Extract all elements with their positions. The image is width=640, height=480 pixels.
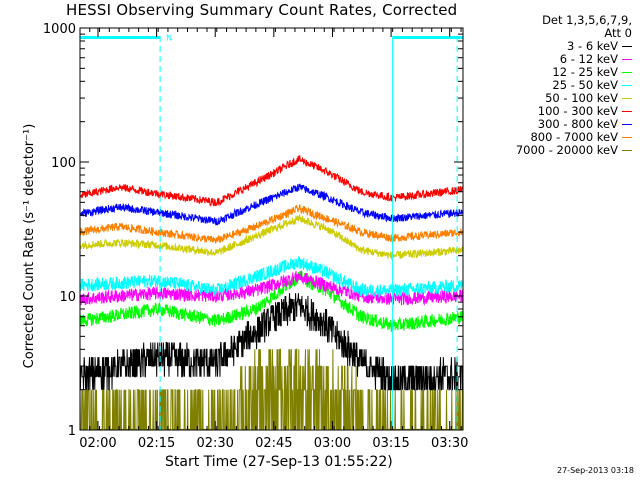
legend-entry: 7000 - 20000 keV — [516, 144, 632, 157]
series-line-8 — [79, 348, 464, 430]
legend-swatch — [622, 46, 632, 47]
legend-swatch — [622, 59, 632, 60]
footer-timestamp: 27-Sep-2013 03:18 — [557, 466, 634, 475]
legend-entry: 25 - 50 keV — [516, 79, 632, 92]
plot-frame — [79, 27, 464, 431]
legend-entry: 50 - 100 keV — [516, 92, 632, 105]
legend-label: 12 - 25 keV — [552, 65, 618, 79]
y-tick-label: 10 — [59, 290, 76, 305]
legend-label: 300 - 800 keV — [537, 117, 618, 131]
legend-entry: 3 - 6 keV — [516, 40, 632, 53]
legend-entry: 100 - 300 keV — [516, 105, 632, 118]
axes: 1 10 100 1000 02:00 02:15 02:30 02:45 03:00 03:15… — [43, 22, 469, 451]
x-tick-label: 02:00 — [79, 436, 116, 451]
vertical-markers — [159, 36, 458, 430]
data-traces — [79, 155, 464, 430]
series-line-6 — [79, 183, 464, 226]
legend-swatch — [622, 111, 632, 112]
x-tick-label: 02:30 — [196, 436, 233, 451]
series-line-4 — [79, 214, 464, 260]
legend-swatch — [622, 150, 632, 151]
legend-label: 800 - 7000 keV — [530, 130, 618, 144]
legend-swatch — [622, 98, 632, 99]
chart-title: HESSI Observing Summary Count Rates, Cor… — [66, 1, 458, 19]
legend-header-detectors: Det 1,3,5,6,7,9, — [542, 13, 632, 27]
series-line-1 — [79, 270, 464, 306]
legend-entry: 12 - 25 keV — [516, 66, 632, 79]
y-tick-label: 1 — [68, 424, 76, 439]
legend-entry: 6 - 12 keV — [516, 53, 632, 66]
legend: Det 1,3,5,6,7,9, Att 0 3 - 6 keV 6 - 12 k… — [516, 14, 632, 157]
legend-swatch — [622, 85, 632, 86]
series-line-7 — [79, 203, 464, 244]
flag-bars: N — [80, 33, 463, 42]
legend-swatch — [622, 72, 632, 73]
legend-entry: 300 - 800 keV — [516, 118, 632, 131]
series-line-2 — [79, 270, 464, 332]
legend-label: 3 - 6 keV — [567, 39, 618, 53]
x-tick-label: 02:15 — [138, 436, 175, 451]
series-line-5 — [79, 155, 464, 208]
y-tick-label: 100 — [51, 156, 76, 171]
y-tick-label: 1000 — [43, 22, 76, 37]
legend-label: 50 - 100 keV — [545, 91, 618, 105]
legend-label: 100 - 300 keV — [537, 104, 618, 118]
legend-swatch — [622, 124, 632, 125]
flag-label: N — [166, 33, 172, 42]
x-tick-label: 03:00 — [314, 436, 351, 451]
x-tick-label: 02:45 — [255, 436, 292, 451]
legend-label: 7000 - 20000 keV — [515, 143, 618, 157]
x-tick-label: 03:30 — [431, 436, 468, 451]
y-axis-label: Corrected Count Rate (s⁻¹ detector⁻¹) — [22, 123, 37, 369]
legend-header-attenuator: Att 0 — [604, 26, 632, 40]
legend-entry: 800 - 7000 keV — [516, 131, 632, 144]
x-axis-label: Start Time (27-Sep-13 01:55:22) — [165, 454, 393, 470]
series-line-0 — [79, 293, 464, 391]
series-line-3 — [79, 256, 464, 299]
legend-swatch — [622, 137, 632, 138]
x-tick-label: 03:15 — [372, 436, 409, 451]
legend-label: 6 - 12 keV — [559, 52, 618, 66]
legend-label: 25 - 50 keV — [552, 78, 618, 92]
